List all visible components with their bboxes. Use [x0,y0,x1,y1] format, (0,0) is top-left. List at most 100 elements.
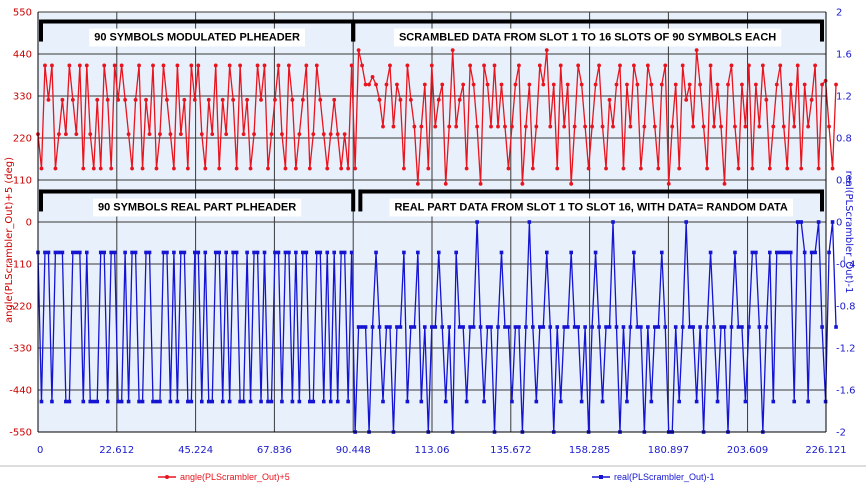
point-1-86 [335,399,340,404]
point-0-112 [426,166,431,171]
point-1-73 [290,399,295,404]
point-0-123 [464,166,469,171]
point-1-125 [471,325,476,329]
x-tick-label-0: 0 [37,445,43,456]
point-1-36 [161,250,166,255]
point-1-92 [356,325,361,329]
point-0-212 [774,82,779,87]
annotation-box-bottom-left [92,198,302,217]
point-1-38 [168,399,173,404]
point-1-203 [743,399,748,404]
point-0-190 [698,82,703,87]
point-1-18 [98,250,103,255]
point-1-143 [534,399,539,404]
point-0-62 [252,132,256,137]
point-0-158 [586,166,591,171]
point-0-182 [670,124,675,129]
point-1-212 [774,250,779,255]
annotation-top-left: 90 SYMBOLS MODULATED PLHEADER [39,19,356,47]
point-1-77 [304,250,309,255]
point-0-109 [415,181,420,186]
annotation-text-bottom-left: 90 SYMBOLS REAL PART PLHEADER [98,201,296,213]
y-left-tick-label-3: -220 [9,302,32,313]
point-0-6 [57,132,61,137]
point-1-101 [388,325,392,329]
y-left-tick-label-5: 0 [26,218,32,229]
point-0-95 [367,82,371,87]
annotation-bottom-right: REAL PART DATA FROM SLOT 1 TO SLOT 16, W… [358,189,824,217]
point-1-150 [558,399,563,404]
point-0-124 [468,63,473,68]
point-0-102 [391,124,396,129]
point-0-81 [318,97,323,102]
point-1-5 [53,250,58,255]
point-1-47 [199,399,204,404]
point-1-135 [506,325,511,329]
point-0-201 [736,166,741,171]
point-1-45 [193,250,197,255]
point-0-8 [63,132,68,137]
point-0-187 [687,82,692,87]
point-1-129 [485,325,490,329]
point-0-140 [523,124,528,129]
point-1-1 [39,399,44,404]
point-1-199 [729,325,734,329]
point-0-69 [276,63,281,68]
point-0-37 [165,97,169,102]
point-0-107 [408,97,413,102]
y-left-tick-label-9: 440 [13,50,32,61]
point-1-152 [565,325,570,329]
point-1-8 [64,399,68,404]
point-0-159 [590,124,594,129]
point-0-128 [482,63,486,68]
point-1-175 [646,325,650,329]
series-0 [36,48,838,186]
point-1-57 [234,250,239,255]
point-0-139 [520,181,525,186]
point-0-27 [130,166,134,171]
point-1-113 [429,325,434,329]
point-0-165 [611,124,615,129]
point-1-136 [510,399,514,404]
point-1-149 [555,325,560,329]
point-1-62 [252,250,256,255]
point-0-55 [227,63,232,68]
point-1-171 [632,250,636,255]
point-0-90 [349,63,354,68]
point-1-27 [130,250,134,255]
point-0-147 [548,124,553,129]
point-0-162 [600,124,605,129]
point-1-3 [46,250,51,255]
point-1-99 [381,399,385,404]
y-right-axis-title: real(PLScrambler_Out)-1 [843,171,854,294]
point-1-80 [314,250,319,255]
point-0-157 [583,124,588,129]
point-0-44 [189,63,194,68]
point-0-104 [398,97,403,102]
point-0-223 [813,63,818,68]
point-0-73 [290,97,295,102]
point-1-60 [245,250,249,255]
point-1-142 [531,325,535,329]
point-0-25 [123,97,128,102]
point-1-154 [572,325,577,329]
point-1-134 [503,325,507,329]
point-1-144 [538,325,542,329]
point-1-164 [607,325,612,329]
point-0-181 [666,181,671,186]
point-0-3 [46,97,51,102]
point-0-70 [280,132,284,137]
point-1-140 [524,325,528,329]
point-1-180 [663,325,668,329]
point-0-17 [95,97,100,102]
point-0-117 [443,181,448,186]
x-tick-label-5: 113.06 [414,445,449,456]
point-1-17 [95,399,100,404]
point-0-227 [827,124,831,129]
point-0-126 [475,124,479,129]
point-1-214 [781,250,786,255]
point-1-55 [227,399,232,404]
point-1-228 [830,220,835,224]
point-0-214 [781,124,786,129]
point-0-33 [151,63,155,68]
